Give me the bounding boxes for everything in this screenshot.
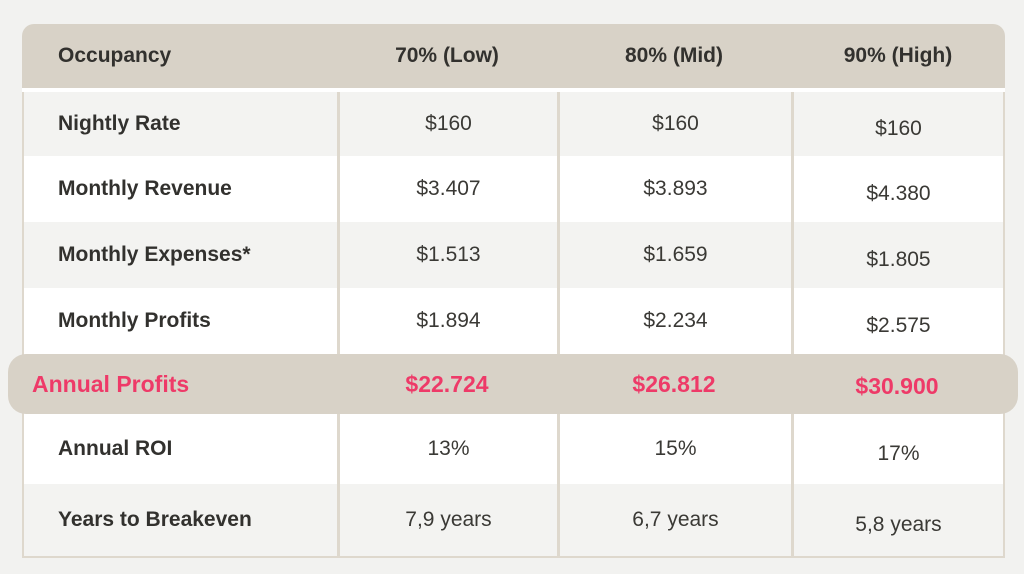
header-occupancy: Occupancy	[58, 44, 172, 67]
header-col-high: 90% (High)	[843, 44, 953, 67]
row-value-mid: $1.659	[557, 222, 791, 288]
highlight-band	[8, 354, 1018, 414]
row-value-mid: $3.893	[557, 156, 791, 222]
table-row-monthly-expenses: Monthly Expenses* $1.513 $1.659 $1.805	[24, 222, 1003, 288]
table-row-nightly-rate: Nightly Rate $160 $160 $160	[24, 92, 1003, 156]
row-value-high: 17%	[791, 414, 1003, 484]
row-value-low: 13%	[337, 414, 557, 484]
table-row-years-to-breakeven: Years to Breakeven 7,9 years 6,7 years 5…	[24, 484, 1003, 556]
row-label: Monthly Profits	[24, 288, 337, 354]
row-value-low: $22.724	[405, 370, 489, 397]
row-label: Years to Breakeven	[24, 484, 337, 556]
table-row-annual-profits: Annual Profits $22.724 $26.812 $30.900	[8, 354, 1018, 414]
row-value-mid: 15%	[557, 414, 791, 484]
row-value-low: $160	[337, 92, 557, 156]
row-value-high: $160	[791, 92, 1003, 156]
row-value-high: $1.805	[791, 222, 1003, 288]
row-value-low: $1.513	[337, 222, 557, 288]
row-label: Monthly Revenue	[24, 156, 337, 222]
occupancy-roi-table: Occupancy 70% (Low) 80% (Mid) 90% (High)…	[8, 24, 1018, 558]
row-value-low: 7,9 years	[337, 484, 557, 556]
row-value-low: $1.894	[337, 288, 557, 354]
header-col-low: 70% (Low)	[395, 44, 499, 67]
header-separator	[22, 88, 1005, 92]
row-value-high: $2.575	[791, 288, 1003, 354]
row-label: Nightly Rate	[24, 92, 337, 156]
row-value-mid: 6,7 years	[557, 484, 791, 556]
row-label: Annual ROI	[24, 414, 337, 484]
table-row-monthly-revenue: Monthly Revenue $3.407 $3.893 $4.380	[24, 156, 1003, 222]
row-value-mid: $160	[557, 92, 791, 156]
row-value-mid: $2.234	[557, 288, 791, 354]
row-label: Monthly Expenses*	[24, 222, 337, 288]
header-col-mid: 80% (Mid)	[624, 44, 723, 67]
row-value-high: $30.900	[855, 372, 939, 399]
row-label: Annual Profits	[32, 370, 190, 397]
table-row-monthly-profits: Monthly Profits $1.894 $2.234 $2.575	[24, 288, 1003, 354]
table-row-annual-roi: Annual ROI 13% 15% 17%	[24, 414, 1003, 484]
row-value-low: $3.407	[337, 156, 557, 222]
table-body: Nightly Rate $160 $160 $160 Monthly Reve…	[8, 92, 1018, 558]
row-value-high: 5,8 years	[791, 484, 1003, 556]
row-value-high: $4.380	[791, 156, 1003, 222]
row-value-mid: $26.812	[632, 370, 716, 397]
table-header-row: Occupancy 70% (Low) 80% (Mid) 90% (High)	[22, 24, 1005, 88]
